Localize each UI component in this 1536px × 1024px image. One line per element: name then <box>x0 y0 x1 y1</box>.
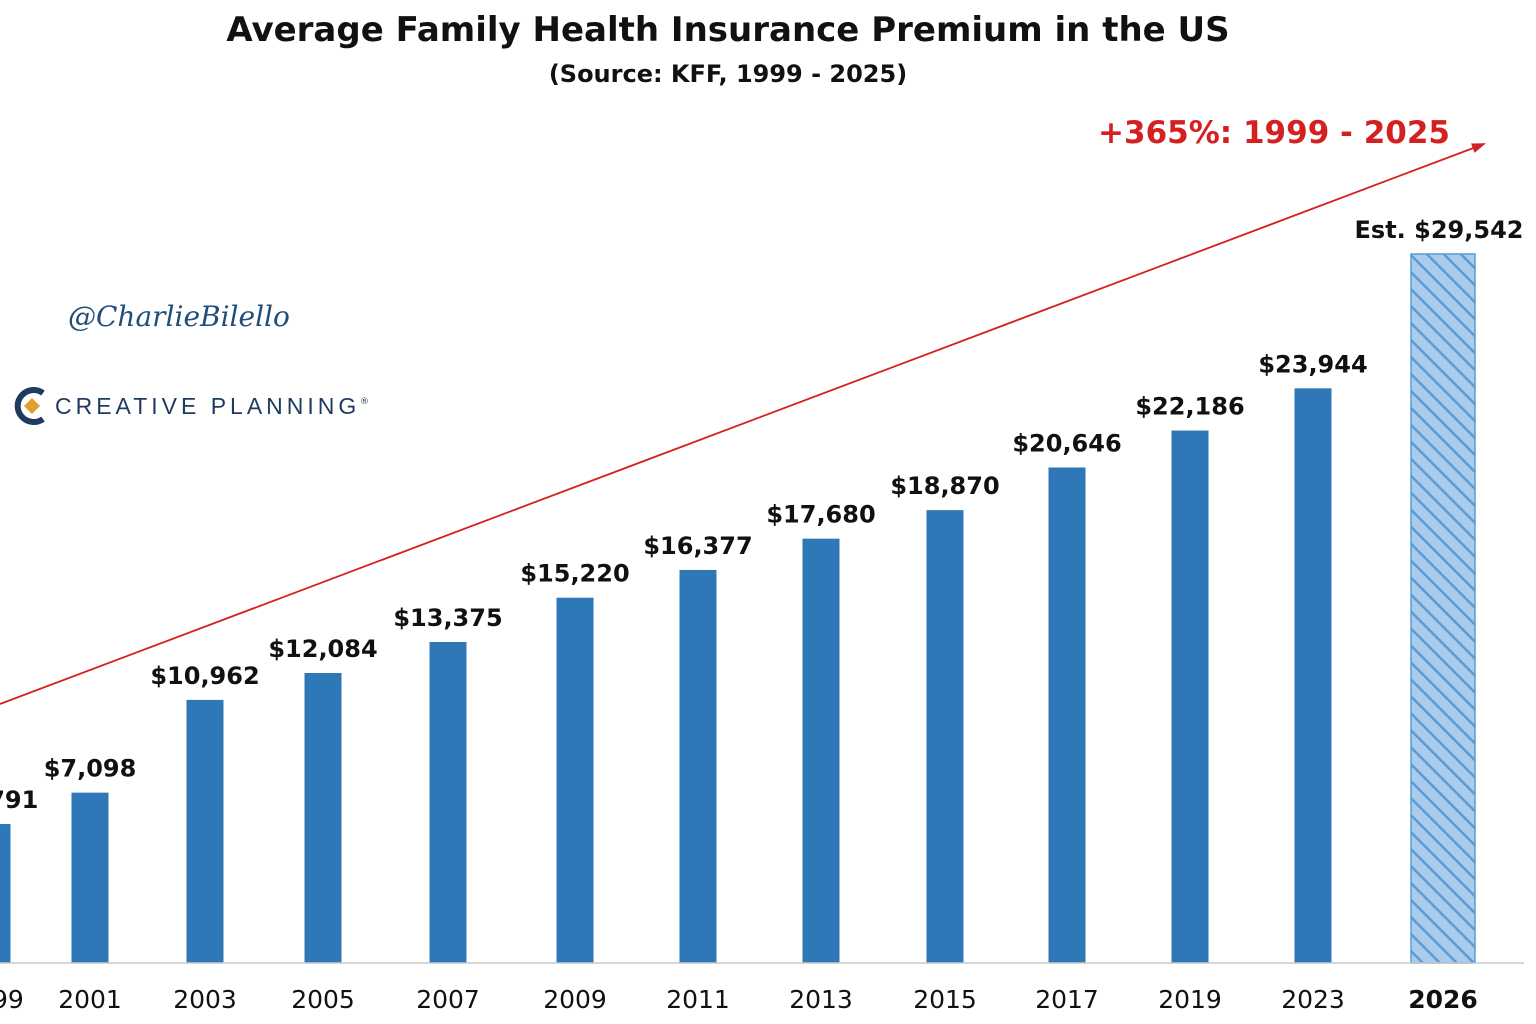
data-label-2015: $18,870 <box>890 472 999 500</box>
creative-planning-logo-icon <box>14 387 45 425</box>
x-tick-2005: 2005 <box>291 985 355 1014</box>
data-label-1999: $5,791 <box>0 786 38 814</box>
x-tick-2015: 2015 <box>913 985 977 1014</box>
x-tick-2023: 2023 <box>1281 985 1345 1014</box>
x-tick-2019: 2019 <box>1158 985 1222 1014</box>
bar-series <box>0 253 1476 964</box>
trend-arrow <box>0 143 1486 705</box>
data-labels: $5,791$7,098 $10,962 $12,084 $13,375 $15,220… <box>0 216 1523 814</box>
data-label-2026: Est. $29,542 <box>1355 216 1524 244</box>
author-handle: @CharlieBilello <box>68 300 290 333</box>
data-label-2007: $13,375 <box>393 604 502 632</box>
x-tick-2013: 2013 <box>789 985 853 1014</box>
bar-2009 <box>556 597 594 963</box>
x-tick-2026: 2026 <box>1408 985 1478 1014</box>
x-tick-2001: 2001 <box>58 985 122 1014</box>
chart-title: Average Family Health Insurance Premium … <box>226 10 1229 50</box>
data-label-2003: $10,962 <box>150 662 259 690</box>
bar-1999 <box>0 824 11 963</box>
bar-2017 <box>1048 467 1086 963</box>
bar-2023 <box>1294 388 1332 963</box>
bar-2005 <box>304 672 342 963</box>
x-tick-1999: 1999 <box>0 985 24 1014</box>
data-label-2005: $12,084 <box>268 635 377 663</box>
data-label-2013: $17,680 <box>766 501 875 529</box>
data-label-2023: $23,944 <box>1258 350 1367 378</box>
bar-2015 <box>926 510 964 963</box>
bar-2026 <box>1410 253 1476 964</box>
bar-2013 <box>802 538 840 963</box>
data-label-2001: $7,098 <box>44 755 137 783</box>
growth-annotation: +365%: 1999 - 2025 <box>1098 115 1450 151</box>
bar-2011 <box>679 569 717 963</box>
x-tick-2009: 2009 <box>543 985 607 1014</box>
chart-subtitle: (Source: KFF, 1999 - 2025) <box>549 60 907 88</box>
x-tick-2003: 2003 <box>173 985 237 1014</box>
data-label-2011: $16,377 <box>643 532 752 560</box>
x-axis-ticks: 1999 2001 2003 2005 2007 2009 2011 2013 2015 2017… <box>0 985 1478 1014</box>
x-tick-2011: 2011 <box>666 985 730 1014</box>
brand-name: CREATIVE PLANNING <box>55 393 360 419</box>
registered-mark: ® <box>360 397 369 407</box>
bar-2019 <box>1171 430 1209 963</box>
x-tick-2017: 2017 <box>1035 985 1099 1014</box>
bar-2003 <box>186 699 224 963</box>
data-label-2009: $15,220 <box>520 560 629 588</box>
data-label-2019: $22,186 <box>1135 393 1244 421</box>
x-tick-2007: 2007 <box>416 985 480 1014</box>
bar-2007 <box>429 642 467 963</box>
bar-2001 <box>71 792 109 963</box>
data-label-2017: $20,646 <box>1012 429 1121 457</box>
